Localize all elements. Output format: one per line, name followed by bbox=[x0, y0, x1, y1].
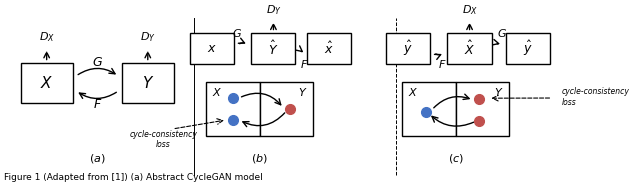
Text: $X$: $X$ bbox=[408, 86, 419, 98]
Text: $D_Y$: $D_Y$ bbox=[140, 30, 156, 44]
Text: cycle-consistency
loss: cycle-consistency loss bbox=[561, 87, 629, 107]
Text: $D_Y$: $D_Y$ bbox=[266, 3, 282, 17]
Text: $(a)$: $(a)$ bbox=[89, 152, 106, 165]
FancyBboxPatch shape bbox=[190, 33, 234, 64]
FancyBboxPatch shape bbox=[307, 33, 351, 64]
FancyBboxPatch shape bbox=[20, 63, 73, 103]
FancyBboxPatch shape bbox=[386, 33, 430, 64]
Text: $G$: $G$ bbox=[497, 27, 507, 39]
Text: $(b)$: $(b)$ bbox=[252, 152, 268, 165]
FancyBboxPatch shape bbox=[260, 82, 313, 136]
Text: $\hat{y}$: $\hat{y}$ bbox=[523, 39, 532, 58]
Text: $Y$: $Y$ bbox=[493, 86, 503, 98]
Text: $F$: $F$ bbox=[300, 58, 308, 70]
Text: $Y$: $Y$ bbox=[298, 86, 307, 98]
Text: $\hat{Y}$: $\hat{Y}$ bbox=[268, 40, 278, 58]
Text: $D_X$: $D_X$ bbox=[38, 30, 54, 44]
Text: $x$: $x$ bbox=[207, 42, 217, 55]
Text: $F$: $F$ bbox=[93, 98, 102, 111]
Text: $\hat{X}$: $\hat{X}$ bbox=[464, 40, 476, 58]
FancyBboxPatch shape bbox=[447, 33, 492, 64]
Text: $G$: $G$ bbox=[232, 27, 242, 39]
Text: $\hat{y}$: $\hat{y}$ bbox=[403, 39, 413, 58]
FancyBboxPatch shape bbox=[252, 33, 296, 64]
Text: $D_X$: $D_X$ bbox=[461, 3, 477, 17]
FancyBboxPatch shape bbox=[206, 82, 260, 136]
Text: $Y$: $Y$ bbox=[141, 75, 154, 91]
Text: $(c)$: $(c)$ bbox=[448, 152, 464, 165]
Text: $X$: $X$ bbox=[212, 86, 223, 98]
Text: $F$: $F$ bbox=[438, 58, 446, 70]
FancyBboxPatch shape bbox=[122, 63, 174, 103]
FancyBboxPatch shape bbox=[402, 82, 456, 136]
FancyBboxPatch shape bbox=[456, 82, 509, 136]
Text: $X$: $X$ bbox=[40, 75, 53, 91]
Text: cycle-consistency
loss: cycle-consistency loss bbox=[129, 130, 197, 149]
Text: $G$: $G$ bbox=[92, 56, 103, 69]
Text: Figure 1 (Adapted from [1]) (a) Abstract CycleGAN model: Figure 1 (Adapted from [1]) (a) Abstract… bbox=[4, 173, 262, 182]
Text: $\hat{x}$: $\hat{x}$ bbox=[324, 41, 333, 57]
FancyBboxPatch shape bbox=[506, 33, 550, 64]
